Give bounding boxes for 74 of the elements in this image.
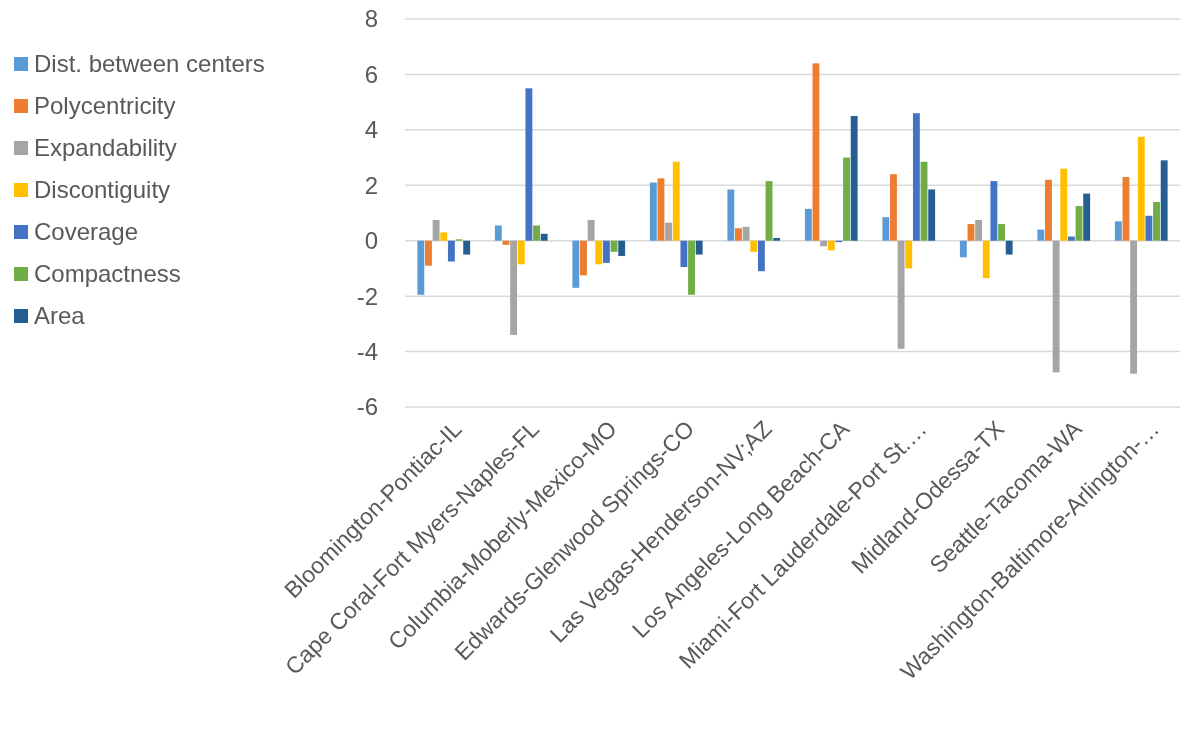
bar	[680, 240, 688, 268]
bar	[928, 189, 936, 241]
bar	[1153, 201, 1160, 241]
bar	[525, 88, 533, 241]
y-tick-label: -2	[356, 282, 378, 310]
bar	[1045, 179, 1052, 241]
bar	[587, 219, 595, 241]
bar	[1067, 236, 1075, 241]
legend-label: Discontiguity	[34, 176, 171, 204]
bar	[1037, 229, 1045, 241]
bar	[695, 240, 703, 255]
bar	[494, 225, 502, 241]
bar	[447, 240, 455, 262]
bar	[905, 240, 913, 269]
bar	[533, 225, 540, 241]
bar	[1145, 215, 1153, 241]
bar	[975, 219, 983, 241]
bar	[827, 240, 835, 251]
bar	[982, 240, 990, 279]
bar	[804, 208, 812, 241]
bar	[672, 161, 680, 241]
bar	[688, 240, 695, 295]
y-tick-label: 2	[364, 171, 378, 199]
bar	[580, 240, 587, 276]
bar	[1160, 160, 1168, 241]
bar	[432, 219, 440, 241]
bar	[735, 228, 742, 241]
y-tick-label: 6	[364, 60, 378, 88]
bar	[742, 226, 750, 241]
bar	[572, 240, 580, 288]
bar	[890, 174, 897, 241]
legend-label: Dist. between centers	[34, 50, 265, 78]
y-tick-label: -4	[356, 337, 378, 365]
bar	[665, 222, 673, 241]
bar	[727, 189, 735, 241]
legend-label: Area	[34, 302, 86, 330]
y-tick-label: 0	[364, 227, 378, 255]
bar	[540, 233, 548, 241]
bar	[440, 232, 448, 241]
bar	[773, 237, 781, 241]
bar	[425, 240, 432, 266]
bar	[850, 116, 858, 241]
bar	[1005, 240, 1013, 255]
bar	[820, 240, 828, 247]
bar	[750, 240, 758, 252]
bar	[990, 181, 998, 241]
bar	[463, 240, 471, 255]
bar	[510, 240, 518, 335]
legend-label: Coverage	[34, 218, 139, 246]
bar	[417, 240, 425, 295]
y-tick-label: 4	[364, 116, 378, 144]
bar	[1130, 240, 1138, 374]
bar	[757, 240, 765, 272]
bar	[1083, 193, 1091, 241]
bar	[998, 224, 1005, 241]
bar	[1052, 240, 1060, 373]
bar	[1114, 221, 1122, 241]
bar	[595, 240, 603, 265]
bar	[1137, 136, 1145, 241]
bar	[912, 113, 920, 241]
bar	[1060, 168, 1068, 241]
legend-label: Compactness	[34, 260, 181, 288]
bar	[649, 182, 657, 241]
legend-label: Expandability	[34, 134, 177, 162]
bar	[517, 240, 525, 265]
y-tick-label: 8	[364, 5, 378, 33]
bar	[843, 157, 850, 241]
bar	[618, 240, 626, 256]
y-tick-label: -6	[356, 393, 378, 421]
bar	[897, 240, 905, 349]
bar	[602, 240, 610, 263]
bar	[959, 240, 967, 258]
bar	[882, 217, 890, 241]
legend-label: Polycentricity	[34, 92, 176, 120]
